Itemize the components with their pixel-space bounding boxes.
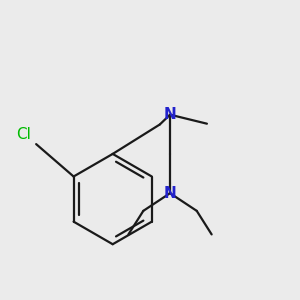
Text: N: N — [164, 186, 176, 201]
Text: Cl: Cl — [16, 127, 31, 142]
Text: N: N — [164, 107, 176, 122]
